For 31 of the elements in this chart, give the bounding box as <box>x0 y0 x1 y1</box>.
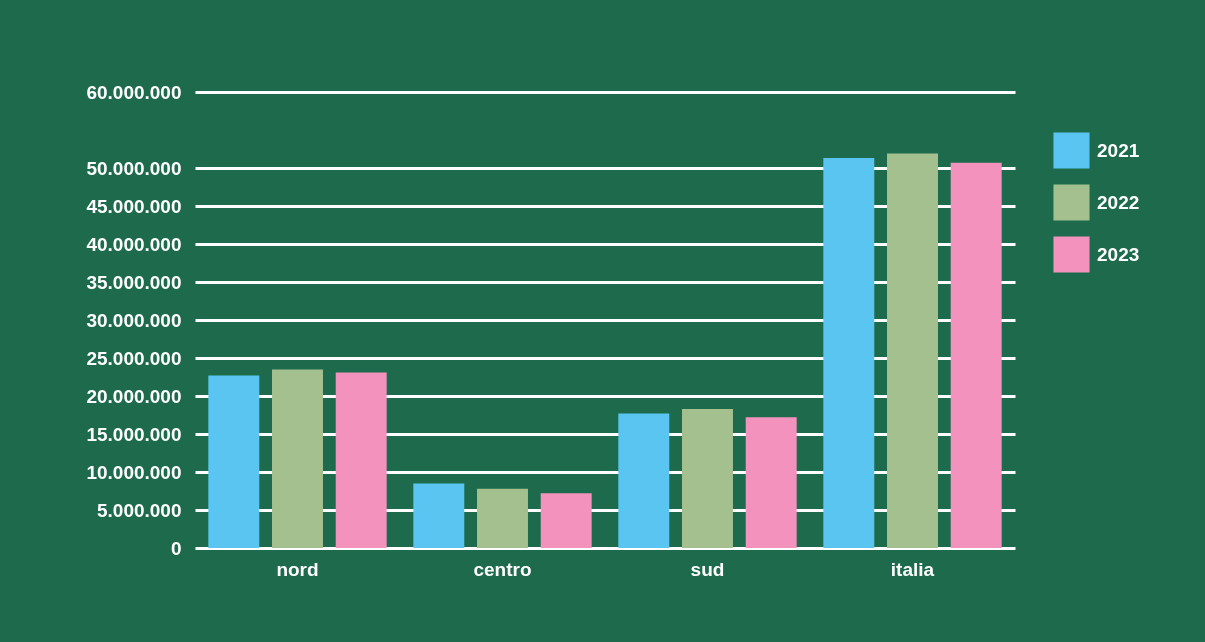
y-tick-label: 15.000.000 <box>86 423 182 445</box>
y-tick-label: 0 <box>170 537 182 559</box>
x-tick-label: nord <box>276 558 319 580</box>
y-tick-label: 50.000.000 <box>86 157 182 179</box>
legend-label: 2022 <box>1097 191 1140 213</box>
bar <box>208 375 260 548</box>
y-tick-label: 25.000.000 <box>86 347 182 369</box>
x-tick-label: sud <box>690 558 725 580</box>
y-tick-label: 60.000.000 <box>86 81 182 103</box>
bar <box>887 153 938 548</box>
y-tick-label: 40.000.000 <box>86 233 182 255</box>
bar <box>618 413 670 548</box>
legend-label: 2023 <box>1097 243 1140 265</box>
y-tick-label: 10.000.000 <box>86 461 182 483</box>
bar <box>745 417 797 548</box>
y-tick-label: 45.000.000 <box>86 195 182 217</box>
legend-label: 2021 <box>1097 139 1140 161</box>
bar <box>272 369 323 548</box>
bar <box>823 158 875 548</box>
bar <box>413 483 465 548</box>
y-tick-label: 20.000.000 <box>86 385 182 407</box>
x-tick-label: italia <box>890 558 935 580</box>
bar <box>950 162 1002 548</box>
bar <box>540 493 592 548</box>
bar <box>682 408 733 548</box>
bar <box>335 372 387 548</box>
y-tick-label: 5.000.000 <box>96 499 182 521</box>
y-tick-label: 35.000.000 <box>86 271 182 293</box>
bar <box>477 488 528 548</box>
x-tick-label: centro <box>473 558 532 580</box>
y-tick-label: 30.000.000 <box>86 309 182 331</box>
